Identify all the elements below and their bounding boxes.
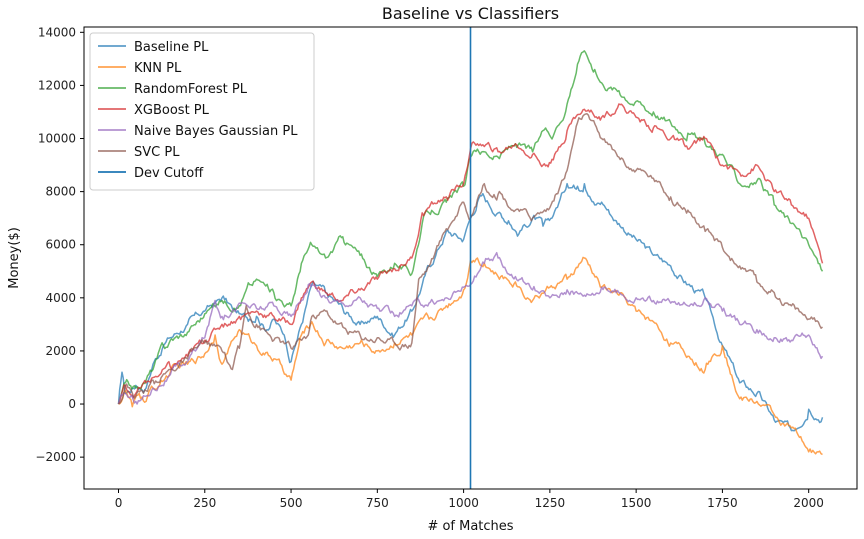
x-tick-label: 1500 bbox=[621, 496, 652, 510]
x-axis-label: # of Matches bbox=[427, 519, 513, 534]
x-tick-label: 750 bbox=[366, 496, 389, 510]
legend: Baseline PL KNN PL RandomForest PL XGBoost … bbox=[89, 32, 315, 191]
chart-title: Baseline vs Classifiers bbox=[382, 4, 559, 23]
x-tick-label: 1750 bbox=[707, 496, 738, 510]
x-tick-label: 1250 bbox=[535, 496, 566, 510]
y-tick-label: 4000 bbox=[45, 291, 76, 305]
y-tick-label: 12000 bbox=[38, 78, 76, 92]
legend-entry: Baseline PL bbox=[134, 40, 209, 55]
y-tick-label: 0 bbox=[68, 397, 76, 411]
x-tick-label: 0 bbox=[115, 496, 123, 510]
y-tick-label: 2000 bbox=[45, 344, 76, 358]
y-tick-label: 14000 bbox=[38, 25, 76, 39]
y-tick-label: 10000 bbox=[38, 132, 76, 146]
legend-entry: Naive Bayes Gaussian PL bbox=[134, 124, 298, 139]
y-tick-label: 8000 bbox=[45, 185, 76, 199]
legend-entry: SVC PL bbox=[134, 145, 180, 160]
legend-entry: Dev Cutoff bbox=[134, 166, 204, 181]
y-tick-label: 6000 bbox=[45, 238, 76, 252]
x-tick-label: 1000 bbox=[448, 496, 479, 510]
x-tick-label: 2000 bbox=[793, 496, 824, 510]
x-axis: 0 250 500 750 1000 1250 1500 1750 2000 bbox=[115, 489, 824, 510]
x-tick-label: 500 bbox=[280, 496, 303, 510]
y-axis: −2000 0 2000 4000 6000 8000 10000 12000 14000 bbox=[35, 25, 84, 464]
x-tick-label: 250 bbox=[193, 496, 216, 510]
plot-area bbox=[117, 27, 824, 489]
y-tick-label: −2000 bbox=[35, 450, 76, 464]
legend-entry: RandomForest PL bbox=[134, 82, 248, 97]
y-axis-label: Money($) bbox=[7, 227, 22, 289]
legend-entry: KNN PL bbox=[134, 61, 182, 76]
legend-box bbox=[89, 32, 315, 191]
axes-frame bbox=[83, 26, 858, 490]
legend-entry: XGBoost PL bbox=[134, 103, 210, 118]
